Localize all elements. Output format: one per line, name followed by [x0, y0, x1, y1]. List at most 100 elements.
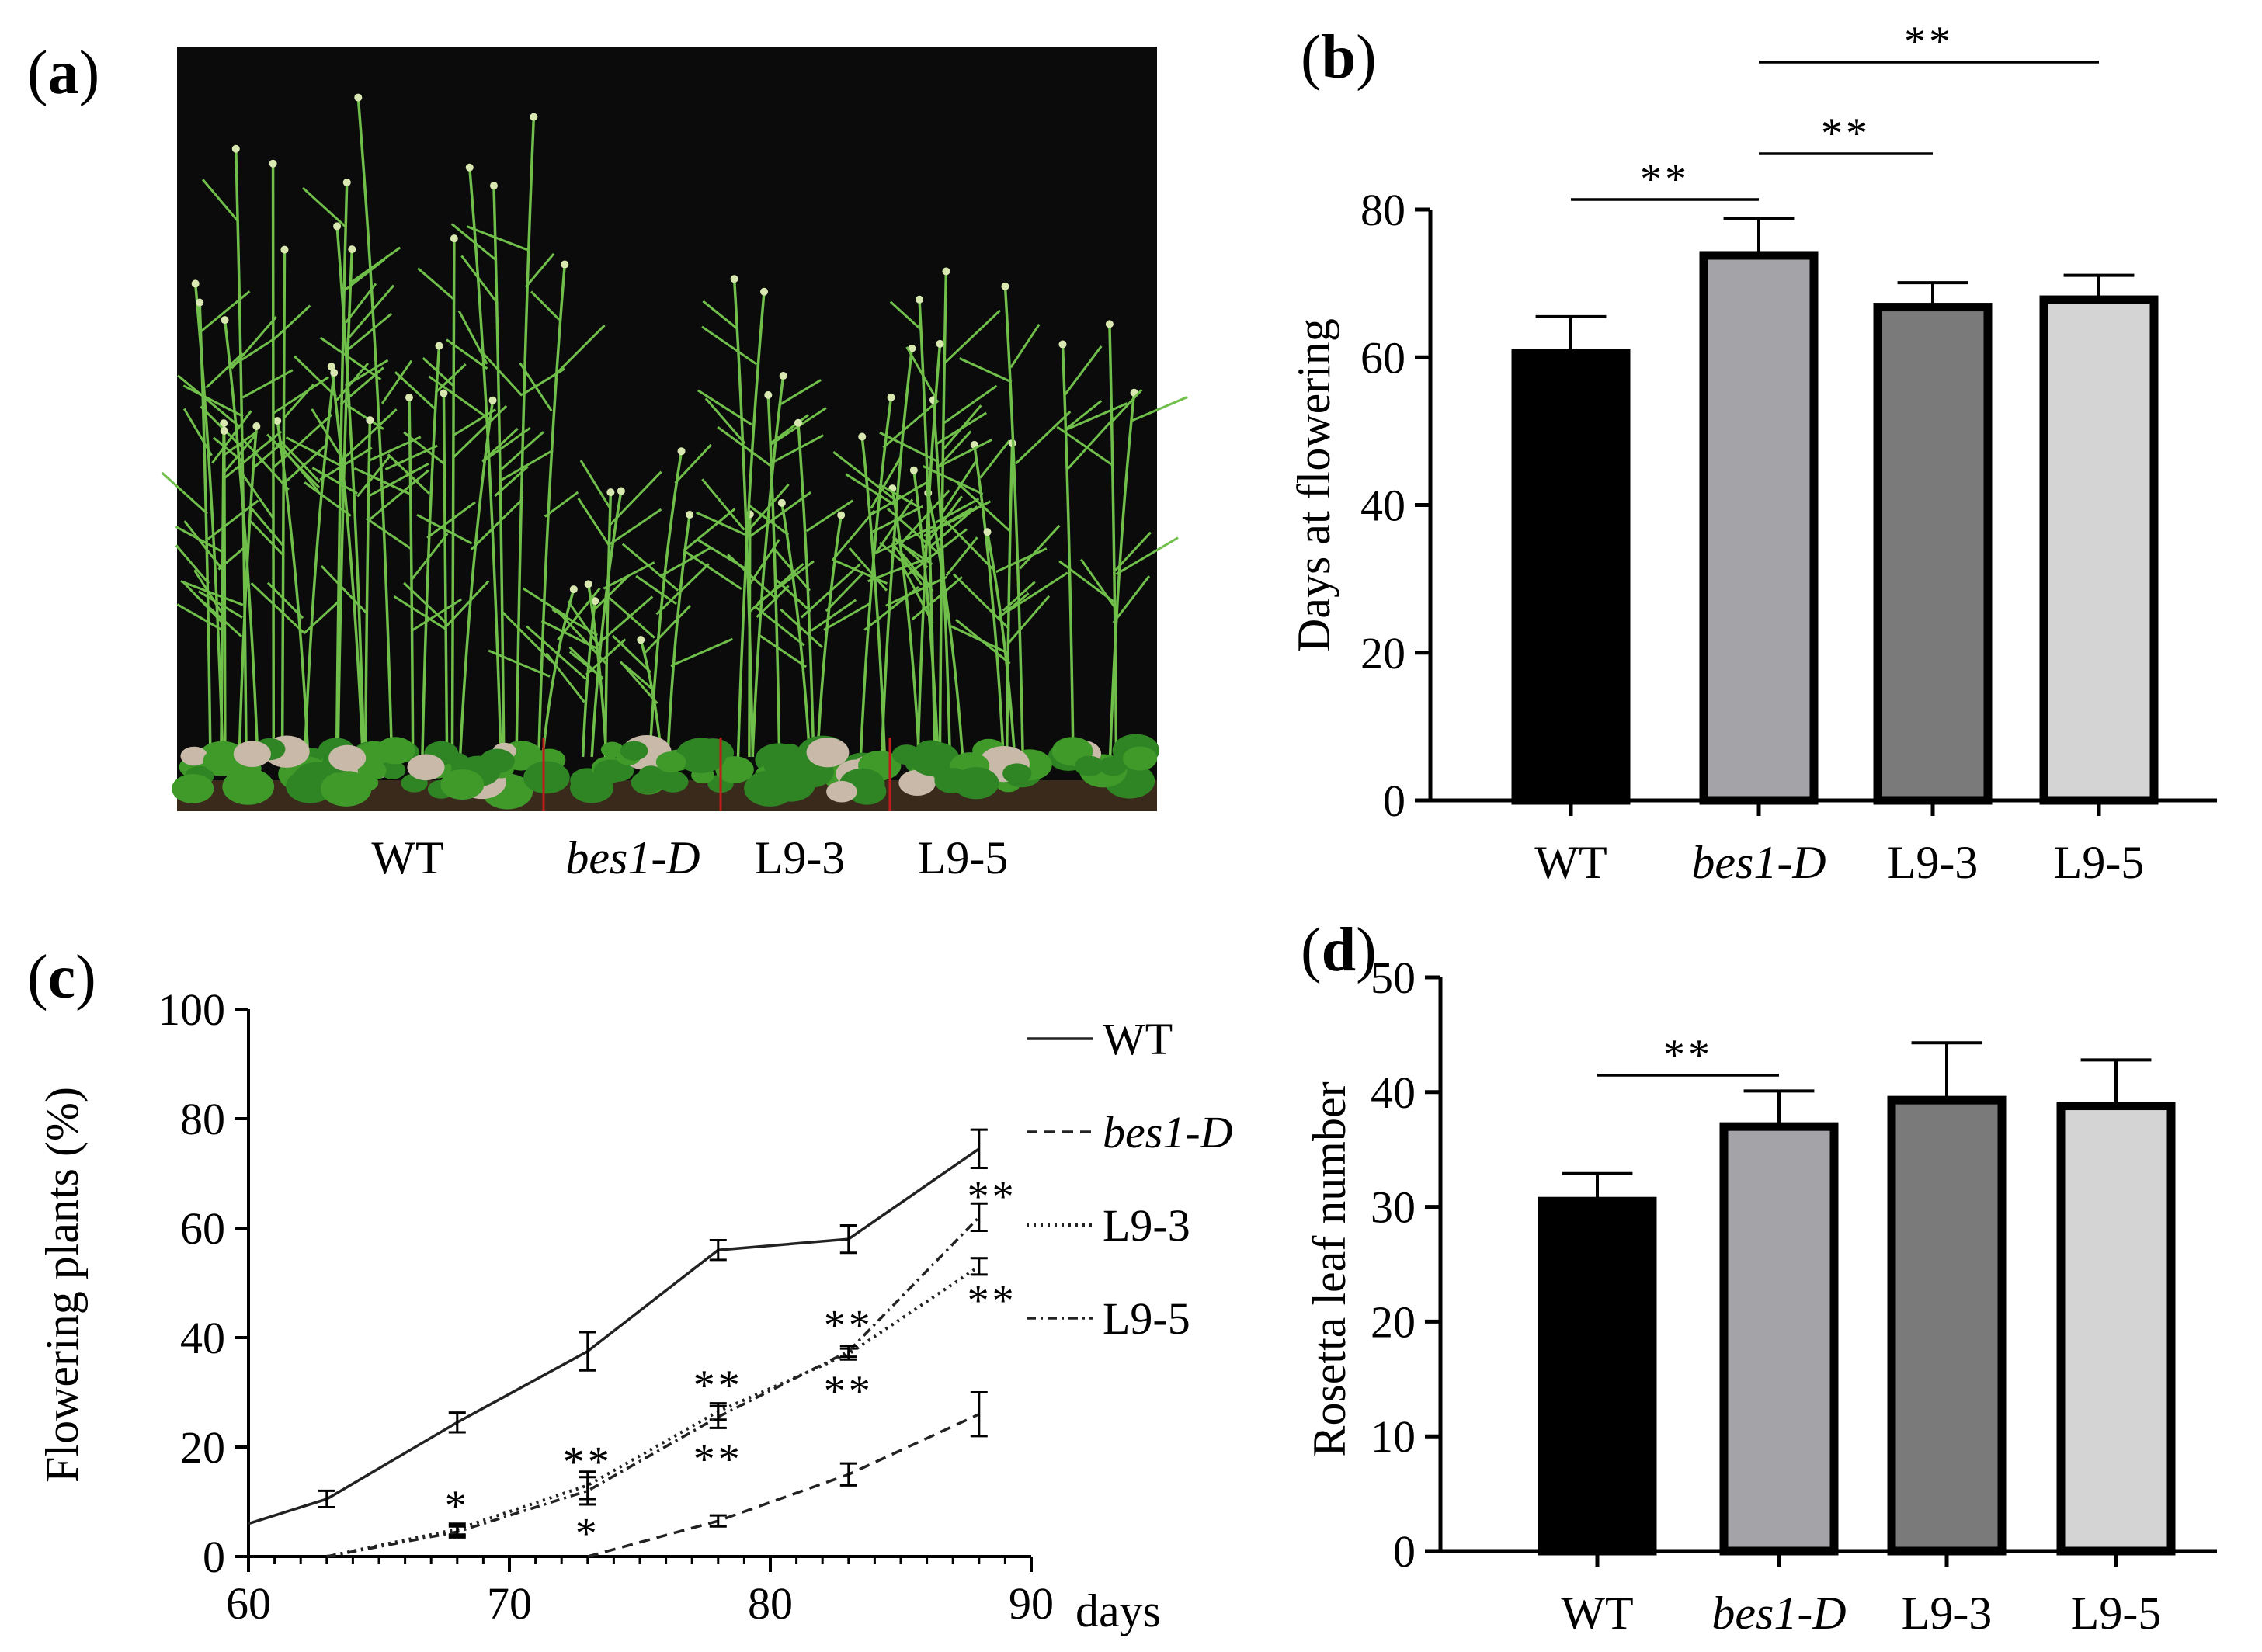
photo-silique: [175, 526, 226, 554]
photo-leaf: [638, 765, 663, 783]
photo-flower-bud: [405, 393, 413, 401]
photo-silique: [1015, 411, 1072, 465]
panel-c-significance-mark: **: [968, 1277, 1017, 1325]
photo-silique: [224, 430, 283, 480]
panel-b-bar-wt: [1511, 349, 1631, 805]
photo-leaf: [233, 741, 271, 768]
photo-silique: [353, 467, 412, 496]
photo-stem: [973, 444, 1005, 758]
photo-silique: [608, 508, 662, 547]
photo-flower-bud: [936, 339, 944, 348]
photo-silique: [161, 471, 208, 515]
photo-stem: [541, 588, 575, 758]
photo-silique: [644, 605, 692, 654]
photo-stem: [1003, 286, 1024, 758]
photo-silique: [749, 491, 812, 538]
photo-silique: [780, 608, 823, 648]
photo-stem: [766, 394, 781, 758]
photo-silique: [674, 443, 712, 484]
photo-silique: [452, 408, 497, 437]
photo-stem: [271, 163, 276, 758]
panel-c-y-tick-label: 40: [180, 1313, 225, 1363]
panel-d: (d) 0 10 20 30 40 50 WT bes1-D L9-3 L9-5 ** Rosett…: [1301, 916, 2217, 1639]
photo-stem: [815, 515, 843, 758]
photo-silique: [519, 362, 553, 412]
photo-leaf: [357, 760, 387, 781]
photo-silique: [696, 511, 751, 538]
photo-silique: [892, 536, 929, 569]
photo-silique: [524, 252, 555, 288]
photo-stem: [932, 400, 952, 758]
panel-b-y-tick-label: 0: [1383, 776, 1405, 826]
photo-flower-bud: [342, 178, 351, 186]
photo-silique: [683, 508, 736, 552]
panel-d-label: (d): [1301, 916, 1377, 984]
photo-silique: [1056, 425, 1114, 467]
photo-flower-bud: [330, 369, 339, 377]
plant-photo: [161, 47, 1188, 811]
photo-silique: [958, 357, 1013, 384]
panel-c-y-tick-label: 80: [180, 1094, 225, 1144]
photo-silique: [577, 498, 611, 548]
photo-leaf: [203, 748, 239, 773]
photo-silique: [777, 379, 822, 407]
photo-stem: [859, 397, 893, 758]
photo-silique: [175, 544, 210, 585]
photo-silique: [205, 352, 244, 389]
photo-silique: [394, 371, 436, 410]
photo-silique: [635, 574, 678, 606]
photo-silique: [434, 363, 467, 394]
photo-silique: [906, 528, 968, 577]
photo-stem: [235, 148, 248, 758]
photo-leaf: [172, 773, 214, 803]
photo-silique: [944, 519, 994, 571]
photo-silique: [800, 563, 861, 619]
photo-flower-bud: [450, 234, 458, 243]
photo-stem: [891, 488, 921, 758]
photo-leaf: [328, 744, 367, 772]
photo-leaf: [826, 780, 857, 803]
photo-stem: [330, 366, 365, 758]
panel-d-y-tick-label: 40: [1371, 1067, 1416, 1118]
panel-c-y-tick-label: 0: [203, 1532, 225, 1582]
rosetta-leaf-number-chart: 0 10 20 30 40 50 WT bes1-D L9-3 L9-5 **: [1371, 953, 2217, 1639]
photo-silique: [544, 491, 579, 518]
photo-silique: [460, 255, 499, 304]
photo-stem: [926, 492, 964, 758]
photo-flower-bud: [858, 432, 867, 441]
photo-flower-bud: [327, 363, 335, 371]
photo-leaf: [376, 737, 415, 765]
photo-silique: [202, 179, 239, 223]
photo-silique: [942, 384, 998, 425]
panel-b-y-tick-label: 40: [1360, 481, 1405, 531]
panel-d-y-tick-label: 30: [1371, 1182, 1416, 1233]
photo-silique: [293, 355, 337, 397]
photo-stem: [222, 430, 227, 758]
panel-b-label: (b): [1301, 23, 1377, 92]
photo-stem: [797, 422, 815, 758]
panel-d-category-label: WT: [1561, 1588, 1633, 1639]
panel-d-category-label: L9-5: [2071, 1588, 2162, 1639]
photo-silique: [727, 554, 778, 601]
photo-flower-bud: [677, 447, 686, 456]
photo-stem: [198, 302, 212, 758]
photo-flower-bud: [779, 372, 787, 380]
photo-flower-bud: [440, 389, 448, 397]
photo-silique: [701, 478, 745, 531]
photo-stem: [335, 226, 366, 758]
photo-silique: [282, 384, 314, 420]
panel-c-x-tick-label: 70: [487, 1578, 532, 1629]
photo-stem: [938, 271, 948, 758]
photo-leaf: [379, 761, 406, 779]
panel-c-series-bes1-d: [587, 1413, 980, 1558]
photo-flower-bud: [730, 275, 738, 283]
days-at-flowering-chart: 0 20 40 60 80 WT bes1-D L9-3 L9-5 ** ** **: [1360, 18, 2217, 888]
photo-silique: [344, 403, 384, 430]
photo-silique: [311, 467, 358, 495]
photo-silique: [177, 374, 240, 428]
photo-stem: [223, 319, 259, 758]
photo-leaf: [479, 748, 515, 774]
photo-stem: [458, 400, 495, 758]
photo-silique: [349, 246, 401, 284]
